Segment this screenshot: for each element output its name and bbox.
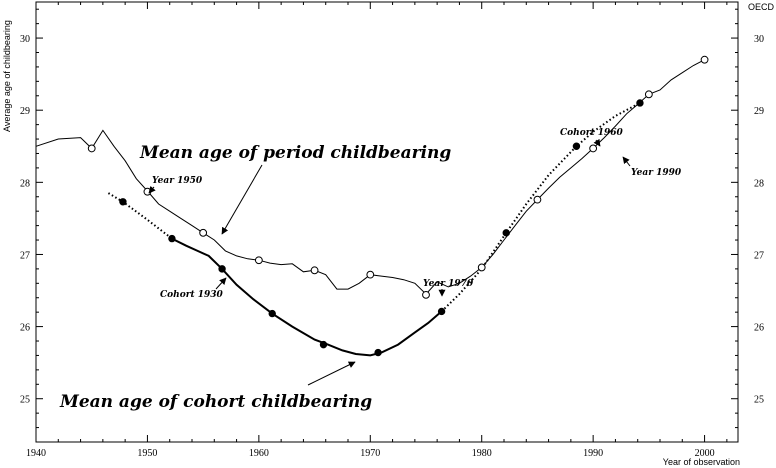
arrow-cohort-1960 — [593, 138, 601, 147]
cohort-point — [218, 265, 226, 273]
period-point — [87, 144, 96, 153]
period-point — [477, 263, 486, 272]
y-tick-label-right: 28 — [754, 178, 764, 189]
period-point — [533, 195, 542, 204]
series-markers — [87, 55, 709, 357]
x-axis-ticks: 1940 1950 1960 1970 1980 1990 2000 — [26, 2, 728, 459]
cohort-point — [268, 309, 276, 318]
x-tick-label: 2000 — [695, 448, 715, 459]
period-point — [644, 90, 653, 99]
arrow-cohort-1930 — [215, 277, 227, 290]
arrow-period-mean — [221, 164, 263, 235]
y-tick-label-right: 26 — [754, 323, 764, 334]
series-lines — [35, 59, 705, 357]
label-cohort-1960: Cohort 1960 — [560, 128, 624, 138]
period-point — [199, 228, 208, 237]
y-tick-label-left: 29 — [20, 106, 30, 117]
series-line-2 — [107, 192, 173, 240]
y-tick-label-left: 28 — [20, 178, 30, 189]
cohort-point — [572, 142, 581, 150]
y-tick-label-left: 30 — [20, 34, 30, 45]
y-axis-label: Average age of childbearing — [2, 20, 12, 132]
label-cohort-mean: Mean age of cohort childbearing — [59, 392, 372, 412]
y-tick-label-right: 29 — [754, 106, 764, 117]
arrow-cohort-mean — [307, 361, 356, 386]
period-point — [310, 266, 319, 275]
y-tick-label-right: 27 — [754, 250, 764, 261]
y-tick-label-left: 26 — [20, 323, 30, 334]
x-axis-label: Year of observation — [663, 457, 740, 467]
period-point — [700, 55, 709, 64]
y-tick-label-left: 25 — [20, 395, 30, 406]
corner-label: OECD — [748, 2, 775, 12]
cohort-point — [319, 340, 328, 349]
cohort-point — [636, 99, 644, 107]
y-tick-label-right: 25 — [754, 395, 764, 406]
cohort-point — [437, 307, 446, 316]
x-tick-label: 1950 — [137, 448, 157, 459]
cohort-point — [119, 198, 127, 206]
label-year-1990: Year 1990 — [631, 168, 682, 178]
x-tick-label: 1980 — [472, 448, 492, 459]
cohort-point — [168, 234, 176, 243]
period-point — [366, 270, 375, 279]
annotations: Mean age of period childbearing Mean age… — [59, 128, 682, 412]
plot-frame — [35, 1, 739, 443]
period-point — [422, 290, 430, 299]
label-period-mean: Mean age of period childbearing — [139, 143, 451, 163]
x-tick-label: 1940 — [26, 448, 46, 459]
label-year-1970: Year 1970 — [423, 279, 474, 289]
cohort-point — [374, 348, 382, 357]
arrow-year-1950 — [148, 185, 156, 194]
series-line-0 — [35, 59, 705, 295]
period-point — [254, 256, 263, 265]
x-tick-label: 1990 — [583, 448, 603, 459]
y-tick-label-right: 30 — [754, 34, 764, 45]
label-year-1950: Year 1950 — [152, 176, 203, 186]
label-cohort-1930: Cohort 1930 — [160, 290, 224, 300]
x-tick-label: 1970 — [360, 448, 380, 459]
series-line-1 — [171, 237, 443, 357]
cohort-point — [502, 229, 510, 237]
period-point — [589, 144, 598, 153]
y-tick-label-left: 27 — [20, 250, 30, 261]
y-axis-ticks: 25 25 26 26 27 27 28 28 29 29 30 30 — [20, 8, 764, 443]
x-tick-label: 1960 — [249, 448, 269, 459]
arrow-year-1990 — [622, 156, 631, 167]
